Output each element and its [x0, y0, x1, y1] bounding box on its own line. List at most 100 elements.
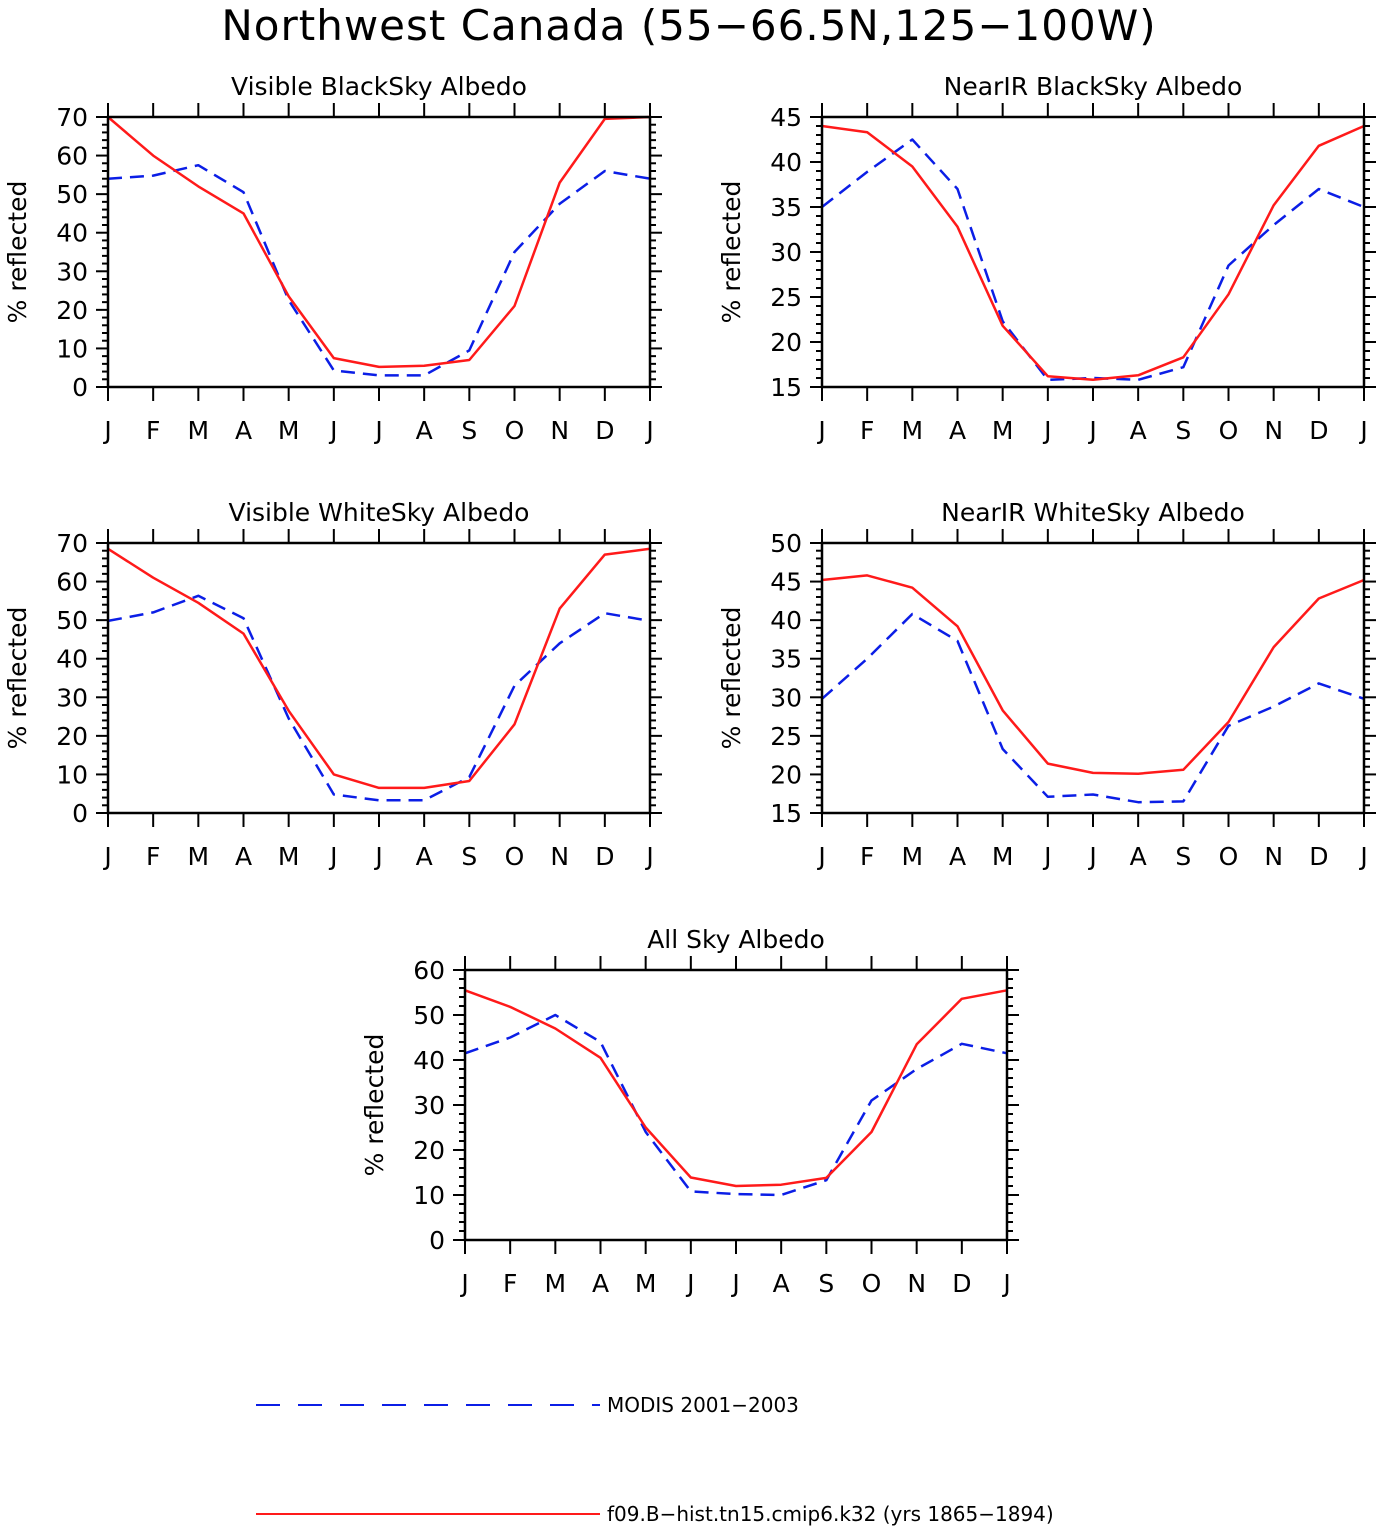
- y-tick-label: 0: [72, 373, 88, 402]
- x-tick-label: A: [416, 416, 433, 445]
- y-axis-label: % reflected: [717, 607, 746, 750]
- x-tick-label: J: [1358, 416, 1367, 445]
- y-axis-label: % reflected: [3, 181, 32, 324]
- x-tick-label: J: [1087, 842, 1096, 871]
- y-tick-label: 40: [770, 606, 802, 635]
- x-tick-label: N: [1264, 416, 1283, 445]
- legend-label-model: f09.B−hist.tn15.cmip6.k32 (yrs 1865−1894…: [607, 1502, 1054, 1526]
- y-tick-label: 20: [413, 1136, 445, 1165]
- x-tick-label: J: [328, 416, 337, 445]
- y-tick-label: 50: [56, 180, 88, 209]
- panel-title: NearIR BlackSky Albedo: [944, 72, 1243, 101]
- x-tick-label: M: [188, 842, 210, 871]
- x-tick-label: S: [1175, 842, 1191, 871]
- x-tick-label: A: [1130, 842, 1147, 871]
- x-tick-label: A: [949, 842, 966, 871]
- panel-nearir-whitesky: NearIR WhiteSky Albedo % reflected 15 20 25 3…: [717, 498, 1376, 871]
- plot-frame: [463, 968, 1009, 1242]
- y-tick-label: 45: [770, 568, 802, 597]
- y-tick-label: 30: [770, 683, 802, 712]
- y-tick-label: 45: [770, 103, 802, 132]
- y-tick-label: 50: [56, 606, 88, 635]
- y-tick-label: 20: [770, 760, 802, 789]
- x-tick-label: J: [1001, 1269, 1010, 1298]
- y-axis-label: % reflected: [3, 607, 32, 750]
- y-tick-label: 0: [429, 1226, 445, 1255]
- series-line-model: [821, 124, 1365, 382]
- x-tick-label: A: [1130, 416, 1147, 445]
- y-axis-label: % reflected: [360, 1034, 389, 1177]
- x-tick-label: D: [1309, 416, 1328, 445]
- x-tick-label: S: [461, 416, 477, 445]
- x-tick-label: A: [592, 1269, 609, 1298]
- x-tick-label: M: [278, 416, 300, 445]
- y-tick-label: 30: [770, 238, 802, 267]
- x-tick-label: N: [1264, 842, 1283, 871]
- legend-item-model: f09.B−hist.tn15.cmip6.k32 (yrs 1865−1894…: [256, 1502, 1054, 1526]
- x-tick-label: A: [235, 842, 252, 871]
- x-tick-label: S: [1175, 416, 1191, 445]
- x-tick-label: O: [862, 1269, 882, 1298]
- x-tick-label: F: [146, 416, 160, 445]
- x-tick-label: F: [503, 1269, 517, 1298]
- x-tick-label: M: [992, 416, 1014, 445]
- y-tick-label: 10: [56, 334, 88, 363]
- plot-frame: [106, 541, 652, 815]
- y-tick-label: 40: [56, 219, 88, 248]
- series-line-modis: [464, 1013, 1008, 1197]
- x-tick-label: J: [816, 842, 825, 871]
- series-line-model: [464, 989, 1008, 1188]
- x-tick-label: N: [550, 842, 569, 871]
- plot-frame: [106, 115, 652, 389]
- y-tick-label: 40: [770, 148, 802, 177]
- x-tick-label: A: [949, 416, 966, 445]
- x-tick-label: J: [373, 842, 382, 871]
- legend-item-modis: MODIS 2001−2003: [256, 1393, 799, 1417]
- x-tick-label: J: [1358, 842, 1367, 871]
- y-tick-label: 30: [56, 683, 88, 712]
- series-line-model: [821, 574, 1365, 775]
- x-tick-label: J: [328, 842, 337, 871]
- y-tick-label: 50: [770, 529, 802, 558]
- x-tick-label: J: [102, 842, 111, 871]
- x-tick-label: J: [1087, 416, 1096, 445]
- series-line-modis: [107, 594, 651, 802]
- x-tick-label: N: [907, 1269, 926, 1298]
- y-tick-label: 30: [56, 257, 88, 286]
- x-tick-label: O: [505, 416, 525, 445]
- x-tick-label: O: [1219, 842, 1239, 871]
- x-tick-label: J: [459, 1269, 468, 1298]
- series-line-model: [107, 547, 651, 790]
- x-tick-label: D: [952, 1269, 971, 1298]
- y-tick-label: 20: [56, 722, 88, 751]
- figure-title: Northwest Canada (55−66.5N,125−100W): [221, 1, 1156, 50]
- y-tick-label: 15: [770, 373, 802, 402]
- series-line-model: [107, 115, 651, 369]
- x-tick-label: O: [1219, 416, 1239, 445]
- y-tick-label: 25: [770, 722, 802, 751]
- panel-title: All Sky Albedo: [647, 925, 825, 954]
- y-tick-label: 70: [56, 529, 88, 558]
- y-tick-label: 25: [770, 283, 802, 312]
- x-tick-label: J: [730, 1269, 739, 1298]
- y-tick-label: 20: [770, 328, 802, 357]
- y-tick-label: 60: [413, 956, 445, 985]
- y-tick-label: 15: [770, 799, 802, 828]
- panel-title: Visible WhiteSky Albedo: [229, 498, 530, 527]
- y-tick-label: 60: [56, 142, 88, 171]
- x-tick-label: M: [188, 416, 210, 445]
- panel-visible-whitesky: Visible WhiteSky Albedo % reflected 0 10 20 3…: [3, 498, 662, 871]
- y-tick-label: 10: [56, 760, 88, 789]
- x-tick-label: M: [545, 1269, 567, 1298]
- plot-frame: [820, 115, 1366, 389]
- x-tick-label: M: [902, 416, 924, 445]
- y-tick-label: 40: [413, 1046, 445, 1075]
- panel-all-sky: All Sky Albedo % reflected 0 10 20 30 40 50 60 J F…: [360, 925, 1019, 1298]
- x-tick-label: O: [505, 842, 525, 871]
- y-axis-label: % reflected: [717, 181, 746, 324]
- plot-frame: [820, 541, 1366, 815]
- legend-label-modis: MODIS 2001−2003: [607, 1393, 799, 1417]
- x-tick-label: J: [373, 416, 382, 445]
- x-tick-label: D: [1309, 842, 1328, 871]
- y-tick-label: 50: [413, 1001, 445, 1030]
